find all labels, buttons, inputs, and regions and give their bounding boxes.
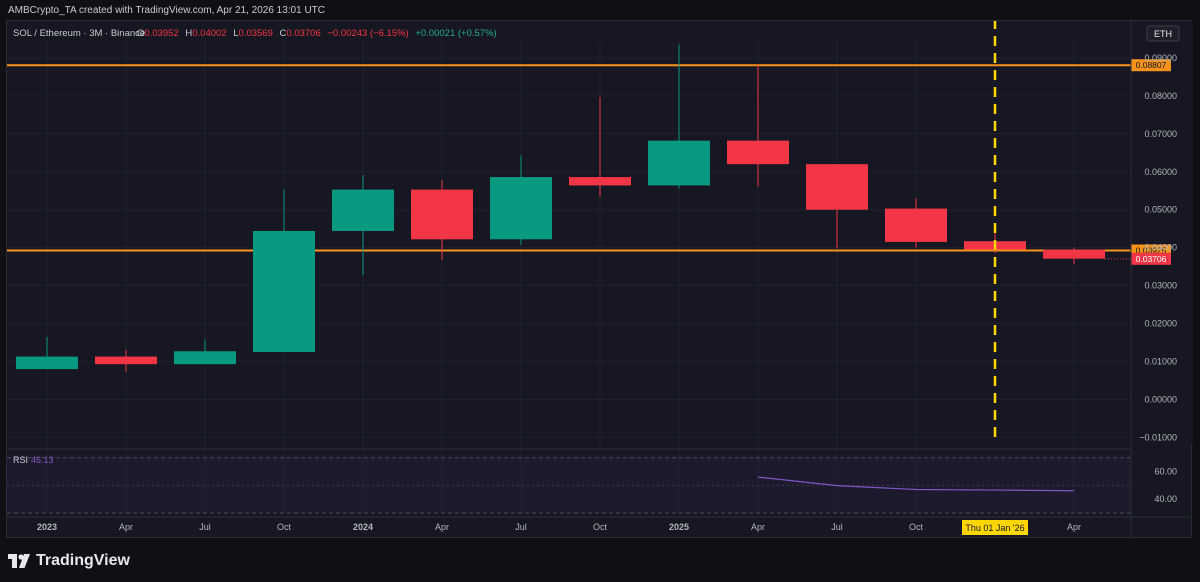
candle-body <box>806 164 868 210</box>
time-tick-label: 2025 <box>669 522 689 532</box>
candle-body <box>490 177 552 240</box>
price-tick-label: 0.01000 <box>1144 357 1177 367</box>
candle-body <box>95 356 157 365</box>
credit-text: AMBCrypto_TA created with TradingView.co… <box>8 5 326 16</box>
candle-body <box>332 189 394 231</box>
marker-date-label: Thu 01 Jan '26 <box>965 523 1024 533</box>
time-tick-label: 2024 <box>353 522 373 532</box>
time-tick-label: Apr <box>1067 522 1081 532</box>
last-price-label: 0.03706 <box>1136 254 1167 264</box>
price-tick-label: 0.03000 <box>1144 281 1177 291</box>
time-tick-label: Apr <box>751 522 765 532</box>
candle-body <box>727 140 789 165</box>
legend-ohlc: O0.03952 H0.04002 L0.03569 C0.03706 −0.0… <box>137 28 497 39</box>
level-price-label: 0.03925 <box>1136 246 1167 256</box>
candle-body <box>885 208 947 242</box>
time-tick-label: Apr <box>435 522 449 532</box>
grid-layer <box>7 21 1193 513</box>
rsi-label: RSI <box>13 455 28 465</box>
price-tick-label: 0.09000 <box>1144 53 1177 63</box>
price-tick-label: 0.04000 <box>1144 243 1177 253</box>
price-tick-label: 0.06000 <box>1144 167 1177 177</box>
level-price-label: 0.08807 <box>1136 60 1167 70</box>
footer-brand: TradingView <box>36 552 130 569</box>
top-bar: AMBCrypto_TA created with TradingView.co… <box>0 0 1200 20</box>
time-tick-label: Apr <box>119 522 133 532</box>
price-tick-label: 0.05000 <box>1144 205 1177 215</box>
currency-button[interactable]: ETH <box>1146 25 1180 42</box>
legend-change: −0.00243 (−6.15%) <box>327 28 408 39</box>
price-tick-label: −0.01000 <box>1139 432 1177 442</box>
candle-body <box>569 177 631 186</box>
time-tick-label: Jul <box>515 522 527 532</box>
tradingview-logo-icon <box>8 554 30 568</box>
price-tick-label: 0.08000 <box>1144 91 1177 101</box>
time-tick-label: Oct <box>277 522 292 532</box>
price-tick-label: 0.00000 <box>1144 394 1177 404</box>
time-tick-label: Oct <box>909 522 924 532</box>
legend-high: 0.04002 <box>192 28 226 39</box>
last-price-tag <box>1131 252 1171 265</box>
time-tick-label: Jul <box>199 522 211 532</box>
legend-symbol: SOL / Ethereum · 3M · Binance <box>13 28 145 39</box>
price-tick-label: 0.07000 <box>1144 129 1177 139</box>
time-tick-label: Jul <box>831 522 843 532</box>
legend-extra: +0.00021 (+0.57%) <box>415 28 496 39</box>
legend-close-label: C <box>280 28 287 39</box>
candle-body <box>648 140 710 186</box>
time-tick-label: 2023 <box>37 522 57 532</box>
candle-body <box>16 356 78 370</box>
axes-layer: 0.09000 0.08000 0.07000 0.06000 0.05000 0.040… <box>7 21 1193 539</box>
candle-body <box>411 189 473 240</box>
legend-open: 0.03952 <box>144 28 178 39</box>
price-tick-label: 0.02000 <box>1144 319 1177 329</box>
level-price-tag <box>1131 59 1171 72</box>
rsi-tick-label: 40.00 <box>1154 494 1177 504</box>
legend-high-label: H <box>185 28 192 39</box>
candles-layer <box>16 44 1105 372</box>
marker-date-tag <box>962 520 1028 535</box>
candle-body <box>1043 249 1105 259</box>
rsi-pane-bg <box>7 455 1131 513</box>
currency-button-label: ETH <box>1154 29 1172 39</box>
candle-body <box>253 230 315 353</box>
rsi-value: 46.13 <box>31 455 54 465</box>
legend-open-label: O <box>137 28 144 39</box>
legend-close: 0.03706 <box>286 28 320 39</box>
legend-low-label: L <box>233 28 238 39</box>
footer: TradingView <box>8 548 130 574</box>
candle-body <box>174 351 236 365</box>
rsi-layer <box>7 457 1131 514</box>
time-tick-label: Oct <box>593 522 608 532</box>
rsi-line <box>757 476 1075 492</box>
rsi-tick-label: 60.00 <box>1154 467 1177 477</box>
chart-panel: 0.08807 0.03925 0.03706 0.09000 0.08000 0.07… <box>6 19 1193 539</box>
legend-low: 0.03569 <box>239 28 273 39</box>
